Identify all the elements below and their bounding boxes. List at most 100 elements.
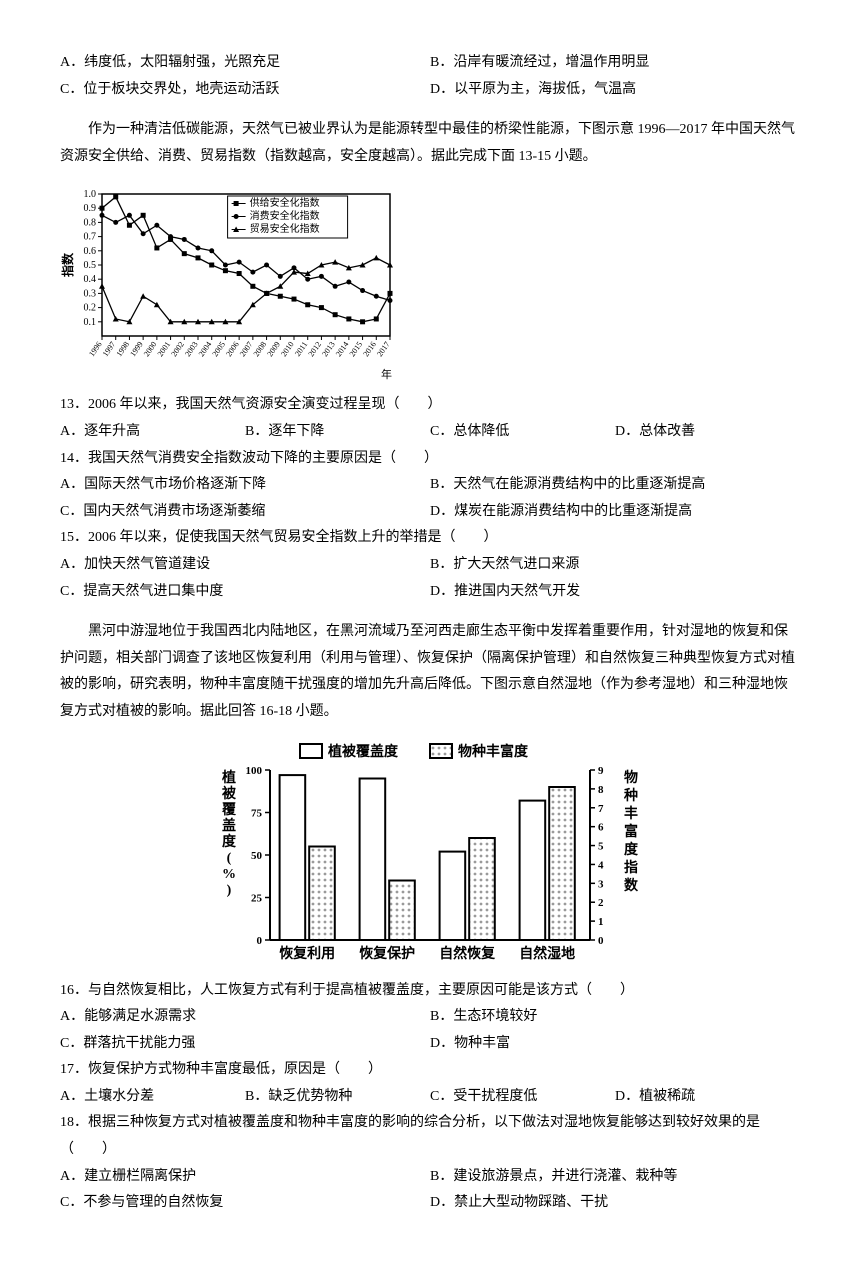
q15-stem: 15．2006 年以来，促使我国天然气贸易安全指数上升的举措是（ ）	[60, 525, 800, 552]
svg-text:0.9: 0.9	[84, 204, 97, 215]
svg-text:1997: 1997	[101, 340, 118, 358]
option-d: D．禁止大型动物踩踏、干扰	[430, 1190, 800, 1217]
svg-text:2007: 2007	[238, 340, 255, 358]
q15-options: A．加快天然气管道建设 B．扩大天然气进口来源 C．提高天然气进口集中度 D．推…	[60, 552, 800, 605]
option-b: B．生态环境较好	[430, 1004, 800, 1031]
option-b: B．沿岸有暖流经过，增温作用明显	[430, 50, 800, 77]
svg-text:%: %	[222, 867, 236, 882]
svg-text:度: 度	[222, 833, 237, 850]
svg-text:供给安全化指数: 供给安全化指数	[250, 196, 320, 209]
svg-text:数: 数	[624, 877, 639, 894]
svg-text:2013: 2013	[320, 340, 337, 358]
svg-text:0.3: 0.3	[84, 289, 97, 300]
option-d: D．物种丰富	[430, 1031, 800, 1058]
svg-text:0.5: 0.5	[84, 260, 97, 271]
option-c: C．受干扰程度低	[430, 1084, 615, 1111]
svg-text:丰: 丰	[624, 805, 638, 822]
svg-text:2003: 2003	[183, 340, 200, 358]
svg-text:种: 种	[623, 787, 638, 804]
svg-text:0.2: 0.2	[84, 303, 97, 314]
svg-text:8: 8	[598, 783, 604, 795]
svg-text:恢复利用: 恢复利用	[279, 945, 335, 962]
svg-text:50: 50	[251, 850, 263, 862]
svg-text:0: 0	[598, 935, 604, 947]
svg-text:2017: 2017	[375, 340, 392, 358]
option-d: D．煤炭在能源消费结构中的比重逐渐提高	[430, 499, 800, 526]
option-c: C．提高天然气进口集中度	[60, 579, 430, 606]
svg-text:度: 度	[624, 841, 639, 858]
svg-text:贸易安全化指数: 贸易安全化指数	[250, 222, 320, 235]
svg-text:2008: 2008	[252, 340, 269, 358]
q16-stem: 16．与自然恢复相比，人工恢复方式有利于提高植被覆盖度，主要原因可能是该方式（ …	[60, 978, 800, 1005]
svg-text:2014: 2014	[334, 340, 351, 358]
svg-text:1996: 1996	[87, 340, 104, 358]
svg-text:5: 5	[598, 840, 604, 852]
option-a: A．加快天然气管道建设	[60, 552, 430, 579]
option-c: C．群落抗干扰能力强	[60, 1031, 430, 1058]
option-a: A．土壤水分差	[60, 1084, 245, 1111]
q11-12-options: A．纬度低，太阳辐射强，光照充足 B．沿岸有暖流经过，增温作用明显 C．位于板块…	[60, 50, 800, 103]
svg-text:0: 0	[257, 935, 263, 947]
svg-text:覆: 覆	[222, 802, 237, 818]
svg-text:): )	[227, 883, 232, 898]
option-a: A．建立栅栏隔离保护	[60, 1164, 430, 1191]
svg-text:0.8: 0.8	[84, 218, 97, 229]
svg-text:2005: 2005	[211, 340, 228, 358]
svg-text:物: 物	[624, 769, 638, 786]
q17-options: A．土壤水分差 B．缺乏优势物种 C．受干扰程度低 D．植被稀疏	[60, 1084, 800, 1111]
svg-text:指: 指	[624, 859, 638, 876]
svg-text:植: 植	[221, 769, 236, 786]
option-b: B．缺乏优势物种	[245, 1084, 430, 1111]
option-b: B．扩大天然气进口来源	[430, 552, 800, 579]
option-a: A．国际天然气市场价格逐渐下降	[60, 472, 430, 499]
option-d: D．推进国内天然气开发	[430, 579, 800, 606]
option-b: B．逐年下降	[245, 419, 430, 446]
svg-text:指数: 指数	[60, 252, 75, 277]
svg-text:0.4: 0.4	[84, 275, 97, 286]
svg-text:2000: 2000	[142, 340, 159, 358]
option-c: C．不参与管理的自然恢复	[60, 1190, 430, 1217]
option-c: C．总体降低	[430, 419, 615, 446]
svg-text:1.0: 1.0	[84, 189, 97, 200]
q13-stem: 13．2006 年以来，我国天然气资源安全演变过程呈现（ ）	[60, 392, 800, 419]
chart-wetland-bar: 02550751000123456789植被覆盖度(%)物种丰富度指数恢复利用恢…	[60, 740, 800, 970]
svg-text:自然恢复: 自然恢复	[439, 945, 496, 962]
svg-text:1998: 1998	[115, 340, 132, 358]
svg-text:2009: 2009	[265, 340, 282, 358]
svg-text:6: 6	[598, 821, 604, 833]
q14-options: A．国际天然气市场价格逐渐下降 B．天然气在能源消费结构中的比重逐渐提高 C．国…	[60, 472, 800, 525]
svg-text:2015: 2015	[348, 340, 365, 358]
option-d: D．以平原为主，海拔低，气温高	[430, 77, 800, 104]
option-b: B．天然气在能源消费结构中的比重逐渐提高	[430, 472, 800, 499]
svg-text:25: 25	[251, 892, 263, 904]
svg-text:(: (	[227, 851, 232, 866]
q18-options: A．建立栅栏隔离保护 B．建设旅游景点，并进行浇灌、栽种等 C．不参与管理的自然…	[60, 1164, 800, 1217]
svg-text:年: 年	[381, 367, 392, 381]
option-c: C．位于板块交界处，地壳运动活跃	[60, 77, 430, 104]
svg-text:富: 富	[624, 823, 638, 840]
svg-text:100: 100	[246, 765, 263, 777]
chart-natural-gas-index: 0.10.20.30.40.50.60.70.80.91.0指数19961997…	[60, 184, 800, 384]
svg-text:自然湿地: 自然湿地	[519, 945, 575, 962]
svg-text:2011: 2011	[293, 340, 309, 358]
q17-stem: 17．恢复保护方式物种丰富度最低，原因是（ ）	[60, 1057, 800, 1084]
svg-text:7: 7	[598, 802, 604, 814]
q13-options: A．逐年升高 B．逐年下降 C．总体降低 D．总体改善	[60, 419, 800, 446]
svg-text:2002: 2002	[169, 340, 186, 358]
svg-text:0.1: 0.1	[84, 317, 97, 328]
svg-text:被: 被	[222, 785, 237, 802]
option-d: D．植被稀疏	[615, 1084, 800, 1111]
option-c: C．国内天然气消费市场逐渐萎缩	[60, 499, 430, 526]
svg-text:2006: 2006	[224, 340, 241, 358]
option-a: A．逐年升高	[60, 419, 245, 446]
svg-text:2012: 2012	[307, 340, 324, 358]
svg-text:0.6: 0.6	[84, 246, 97, 257]
passage-1: 作为一种清洁低碳能源，天然气已被业界认为是能源转型中最佳的桥梁性能源，下图示意 …	[60, 117, 800, 170]
q14-stem: 14．我国天然气消费安全指数波动下降的主要原因是（ ）	[60, 446, 800, 473]
svg-text:2001: 2001	[156, 340, 173, 358]
option-a: A．纬度低，太阳辐射强，光照充足	[60, 50, 430, 77]
svg-text:2010: 2010	[279, 340, 296, 358]
option-d: D．总体改善	[615, 419, 800, 446]
svg-text:植被覆盖度: 植被覆盖度	[327, 743, 399, 760]
option-b: B．建设旅游景点，并进行浇灌、栽种等	[430, 1164, 800, 1191]
